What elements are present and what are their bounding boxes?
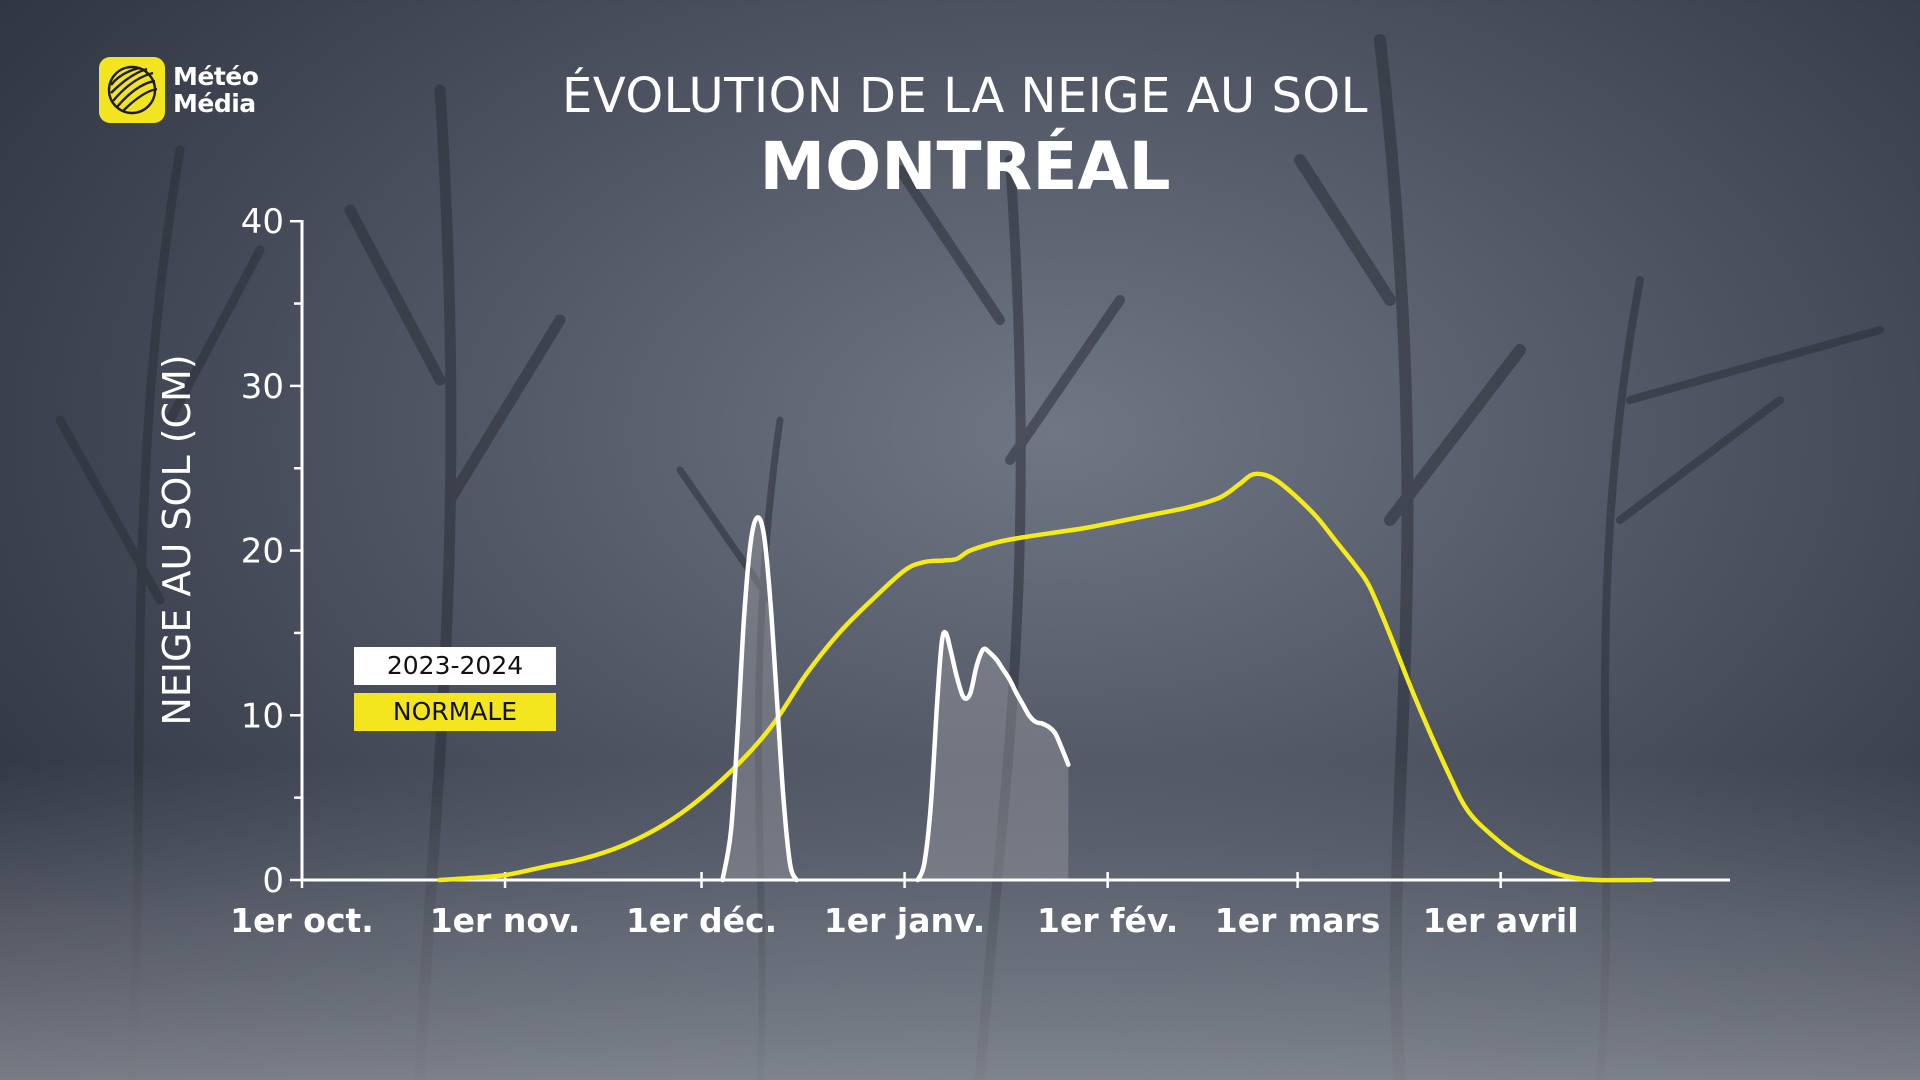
season-2023-2024-area-1 [722,517,797,880]
y-tick-label: 10 [241,696,284,736]
x-tick-label: 1er déc. [626,901,777,940]
legend-season-2023-2024: 2023-2024 [354,647,556,685]
meteomedia-logo: Météo Média [99,57,259,123]
season-2023-2024-line-2 [915,629,1071,883]
x-tick-label: 1er mars [1215,901,1381,940]
logo-brand-line2: Média [173,89,256,118]
chart-title: ÉVOLUTION DE LA NEIGE AU SOL [562,68,1368,124]
x-tick-label: 1er nov. [430,901,581,940]
chart-subtitle: MONTRÉAL [759,128,1171,205]
x-tick-label: 1er oct. [230,901,374,940]
y-tick-label: 40 [241,202,284,242]
season-2023-2024-area-2 [917,632,1069,880]
x-tick-label: 1er avril [1423,901,1579,940]
y-axis-label: NEIGE AU SOL (CM) [155,354,199,725]
y-tick-label: 30 [241,367,284,407]
legend-normal: NORMALE [354,693,556,731]
normal-series-line [437,471,1654,883]
globe-icon [99,57,165,123]
x-tick-label: 1er fév. [1037,901,1178,940]
season-2023-2024-line-1 [720,515,799,883]
x-tick-label: 1er janv. [824,901,986,940]
logo-brand-line1: Météo [173,62,259,91]
y-tick-label: 20 [241,532,284,572]
y-tick-label: 0 [262,861,284,901]
